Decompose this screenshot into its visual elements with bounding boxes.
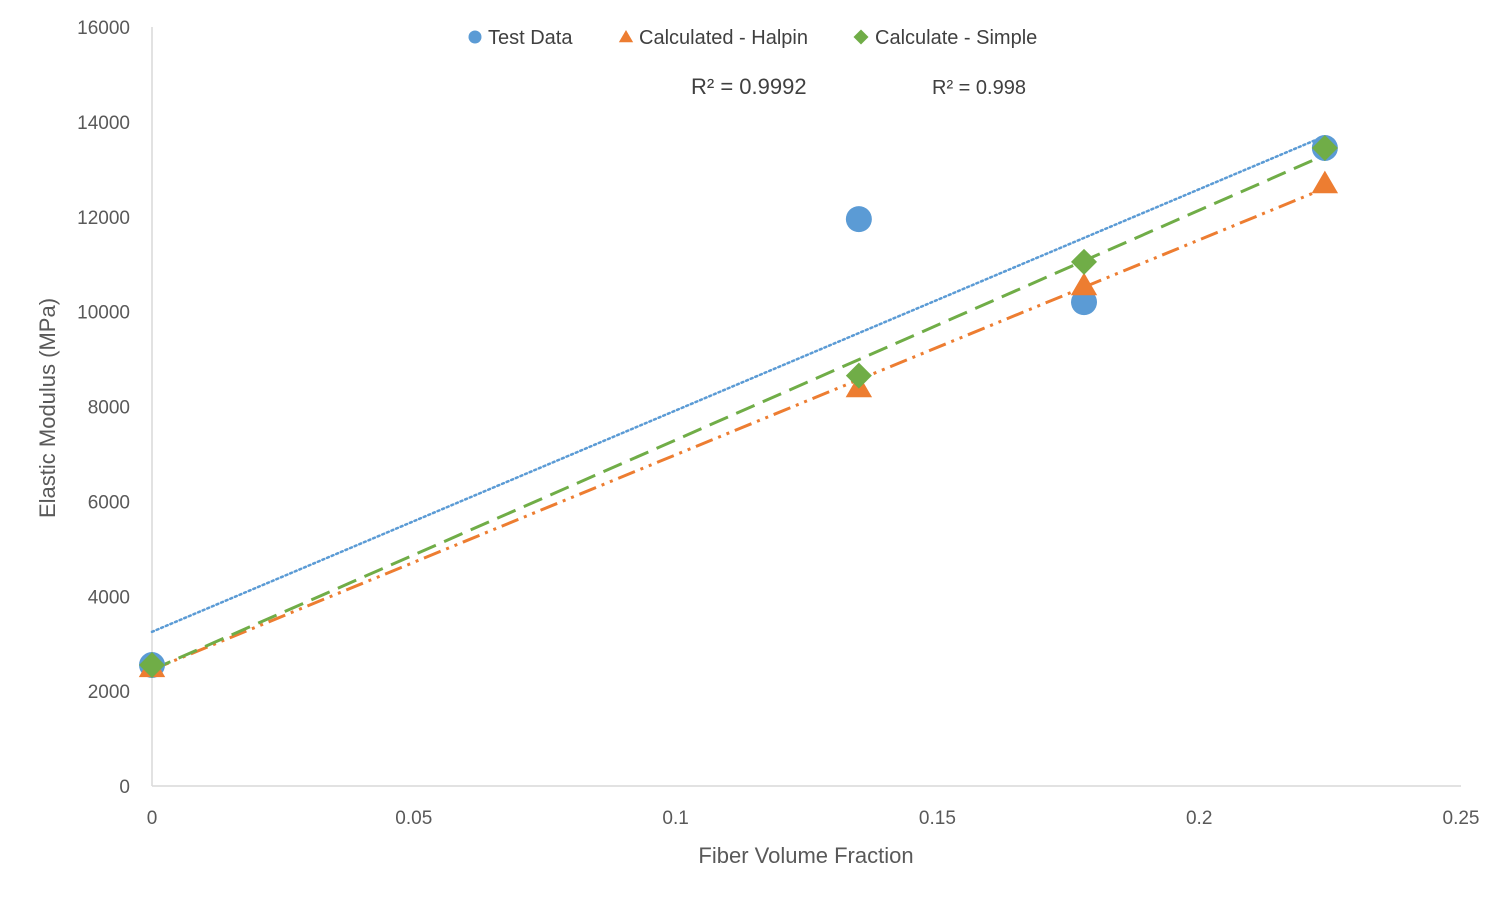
y-tick-label: 8000 xyxy=(88,398,130,419)
legend-marker-2 xyxy=(853,29,869,45)
data-markers xyxy=(138,134,1339,679)
trendline-0 xyxy=(150,134,1327,634)
x-tick-labels: 0 0.05 0.1 0.15 0.2 0.25 xyxy=(147,808,1480,829)
r2-annotation-halpin: R² = 0.9992 xyxy=(691,74,807,99)
y-tick-label: 12000 xyxy=(77,208,130,229)
data-point-series-0-point-2 xyxy=(1071,289,1098,316)
y-tick-labels: 0 2000 4000 6000 8000 10000 12000 14000 16000 xyxy=(77,18,130,798)
legend: Test Data Calculated - Halpin Calculate - … xyxy=(468,27,1037,49)
x-tick-label: 0.15 xyxy=(919,808,956,829)
legend-label-0: Test Data xyxy=(488,27,573,49)
x-tick-label: 0 xyxy=(147,808,158,829)
x-axis-title: Fiber Volume Fraction xyxy=(698,843,913,868)
data-point-series-2-point-0 xyxy=(139,652,165,679)
data-point-series-2-point-2 xyxy=(1071,248,1098,275)
x-tick-label: 0.05 xyxy=(395,808,432,829)
data-point-series-2-point-3 xyxy=(1311,134,1338,161)
y-tick-label: 6000 xyxy=(88,492,130,513)
y-tick-label: 10000 xyxy=(77,303,130,324)
trendlines xyxy=(150,134,1327,672)
y-tick-label: 0 xyxy=(119,777,130,798)
trendline-1 xyxy=(151,186,1326,672)
legend-marker-0 xyxy=(468,30,482,44)
y-tick-label: 2000 xyxy=(88,682,130,703)
trendline-2 xyxy=(151,153,1326,672)
legend-label-1: Calculated - Halpin xyxy=(639,27,808,49)
x-tick-label: 0.25 xyxy=(1443,808,1480,829)
data-point-series-0-point-1 xyxy=(845,206,872,233)
y-tick-label: 4000 xyxy=(88,587,130,608)
y-tick-label: 16000 xyxy=(77,18,130,39)
legend-marker-1 xyxy=(618,29,634,43)
legend-label-2: Calculate - Simple xyxy=(875,27,1037,49)
y-tick-label: 14000 xyxy=(77,113,130,134)
data-point-series-1-point-2 xyxy=(1070,272,1098,296)
data-point-series-2-point-1 xyxy=(845,362,872,389)
y-axis-title: Elastic Modulus (MPa) xyxy=(35,298,60,518)
r2-annotation-simple: R² = 0.998 xyxy=(932,77,1026,99)
x-tick-label: 0.1 xyxy=(662,808,688,829)
x-tick-label: 0.2 xyxy=(1186,808,1212,829)
data-point-series-1-point-3 xyxy=(1311,170,1339,194)
